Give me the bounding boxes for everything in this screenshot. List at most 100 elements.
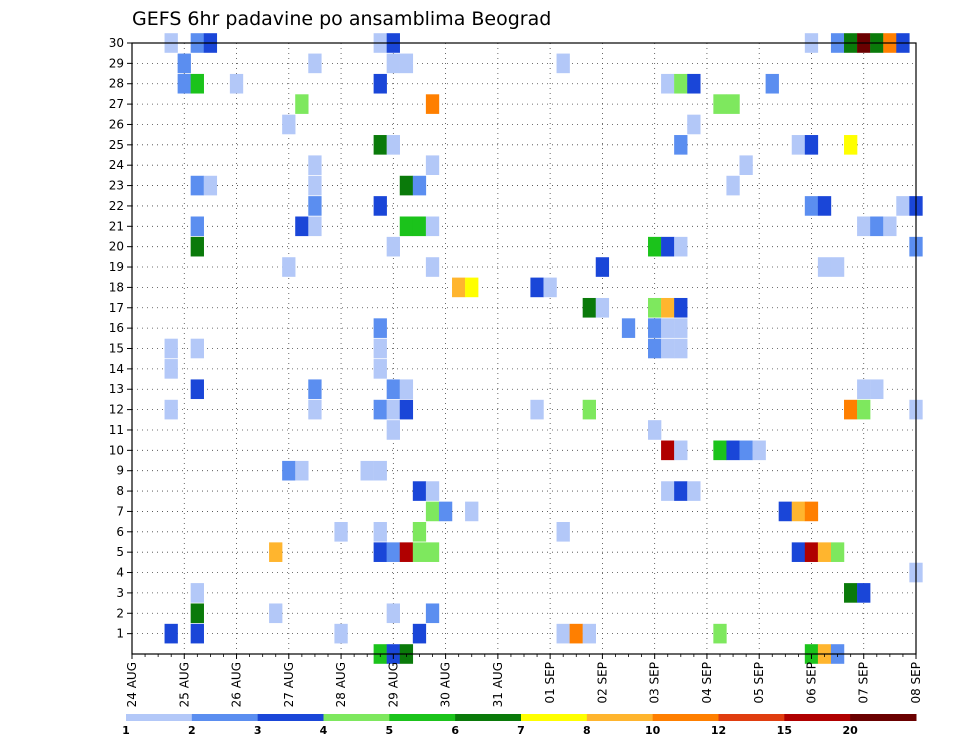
heatmap-cell xyxy=(425,155,440,175)
heatmap-cell xyxy=(648,420,662,440)
heatmap-cell xyxy=(713,440,727,461)
heatmap-cell xyxy=(674,73,688,94)
heatmap-cell xyxy=(308,399,322,420)
heatmap-cell xyxy=(190,623,204,644)
heatmap-cell xyxy=(844,583,858,603)
heatmap-cell xyxy=(661,481,675,501)
heatmap-cell xyxy=(164,338,178,359)
heatmap-cell xyxy=(791,542,806,562)
y-tick-label: 23 xyxy=(109,179,124,193)
heatmap-cell xyxy=(674,318,688,338)
heatmap-cell xyxy=(412,522,427,542)
colorbar-segment xyxy=(652,714,719,721)
heatmap-cell xyxy=(674,297,688,318)
heatmap-cell xyxy=(386,399,400,420)
heatmap-cell xyxy=(425,542,440,562)
heatmap-cell xyxy=(425,216,440,237)
y-tick-label: 19 xyxy=(109,260,124,274)
heatmap-cell xyxy=(857,399,871,420)
heatmap-cell xyxy=(295,460,309,481)
y-tick-label: 4 xyxy=(116,566,124,580)
x-tick-label: 30 AUG xyxy=(439,662,453,707)
x-tick-label: 25 AUG xyxy=(177,662,191,707)
heatmap-cell xyxy=(412,216,427,237)
heatmap-cell xyxy=(778,501,792,522)
heatmap-cell xyxy=(399,542,414,562)
heatmap-cell xyxy=(308,53,322,74)
heatmap-cell xyxy=(687,73,701,94)
heatmap-cell xyxy=(739,155,753,175)
x-tick-label: 05 SEP xyxy=(752,662,766,704)
colorbar-legend: 1 2 3 4 5 6 7 8 10 12 15 20 xyxy=(122,714,917,737)
heatmap-cell xyxy=(334,522,348,542)
heatmap-cell xyxy=(203,175,218,196)
heatmap-cell xyxy=(556,53,570,74)
heatmap-cell xyxy=(804,542,819,562)
heatmap-cell xyxy=(190,216,204,237)
colorbar-label: 8 xyxy=(583,724,591,737)
heatmap-cell xyxy=(190,583,204,603)
y-tick-label: 16 xyxy=(109,321,124,335)
heatmap-cell xyxy=(621,318,636,338)
heatmap-cell xyxy=(308,216,322,237)
heatmap-cell xyxy=(399,53,414,74)
heatmap-cell xyxy=(190,175,204,196)
heatmap-cell xyxy=(425,94,440,114)
heatmap-cell xyxy=(164,623,178,644)
heatmap-cell xyxy=(282,257,296,277)
heatmap-cell xyxy=(425,481,440,501)
x-tick-label: 06 SEP xyxy=(804,662,818,704)
colorbar-segment xyxy=(784,714,851,721)
y-axis: 1234567891011121314151617181920212223242… xyxy=(109,36,132,641)
y-tick-label: 17 xyxy=(109,301,124,315)
heatmap-cell xyxy=(399,379,414,400)
chart-title: GEFS 6hr padavine po ansamblima Beograd xyxy=(132,8,551,30)
colorbar-label: 1 xyxy=(122,724,130,737)
heatmap-cell xyxy=(687,481,701,501)
y-tick-label: 5 xyxy=(116,545,124,559)
heatmap-cell xyxy=(308,379,322,400)
heatmap-cell xyxy=(896,196,910,216)
heatmap-cell xyxy=(164,359,178,379)
y-tick-label: 15 xyxy=(109,342,124,356)
y-tick-label: 13 xyxy=(109,382,124,396)
y-tick-label: 7 xyxy=(116,504,124,518)
heatmap-cell xyxy=(739,440,753,461)
heatmap-cell xyxy=(438,501,453,522)
x-tick-label: 07 SEP xyxy=(857,662,871,704)
y-tick-label: 22 xyxy=(109,199,124,213)
heatmap-cell xyxy=(308,155,322,175)
heatmap-cell xyxy=(857,379,871,400)
y-tick-label: 25 xyxy=(109,138,124,152)
heatmap-cell xyxy=(308,175,322,196)
heatmap-cell xyxy=(648,236,662,257)
colorbar-label: 20 xyxy=(843,724,859,737)
heatmap-cell xyxy=(386,379,400,400)
heatmap-cell xyxy=(164,399,178,420)
heatmap-cell xyxy=(726,440,740,461)
heatmap-cell xyxy=(373,318,387,338)
colorbar-segment xyxy=(126,714,193,721)
heatmap-cell xyxy=(399,399,414,420)
heatmap-cell xyxy=(269,542,283,562)
y-tick-label: 14 xyxy=(109,362,124,376)
heatmap-cell xyxy=(282,114,296,135)
heatmap-cell xyxy=(360,460,374,481)
heatmap-cell xyxy=(386,53,400,74)
y-tick-label: 3 xyxy=(116,586,124,600)
heatmap-cell xyxy=(648,318,662,338)
heatmap-cell xyxy=(386,420,400,440)
colorbar-label: 10 xyxy=(645,724,661,737)
heatmap-cell xyxy=(648,297,662,318)
heatmap-cell xyxy=(844,399,858,420)
colorbar-label: 3 xyxy=(254,724,262,737)
grid xyxy=(132,43,916,654)
heatmap-cell xyxy=(556,623,570,644)
heatmap-cell xyxy=(386,236,400,257)
colorbar-label: 15 xyxy=(777,724,792,737)
heatmap-cell xyxy=(373,359,387,379)
heatmap-cell xyxy=(295,94,309,114)
heatmap-cell xyxy=(674,440,688,461)
colorbar-label: 6 xyxy=(451,724,459,737)
colorbar-segment xyxy=(323,714,390,721)
